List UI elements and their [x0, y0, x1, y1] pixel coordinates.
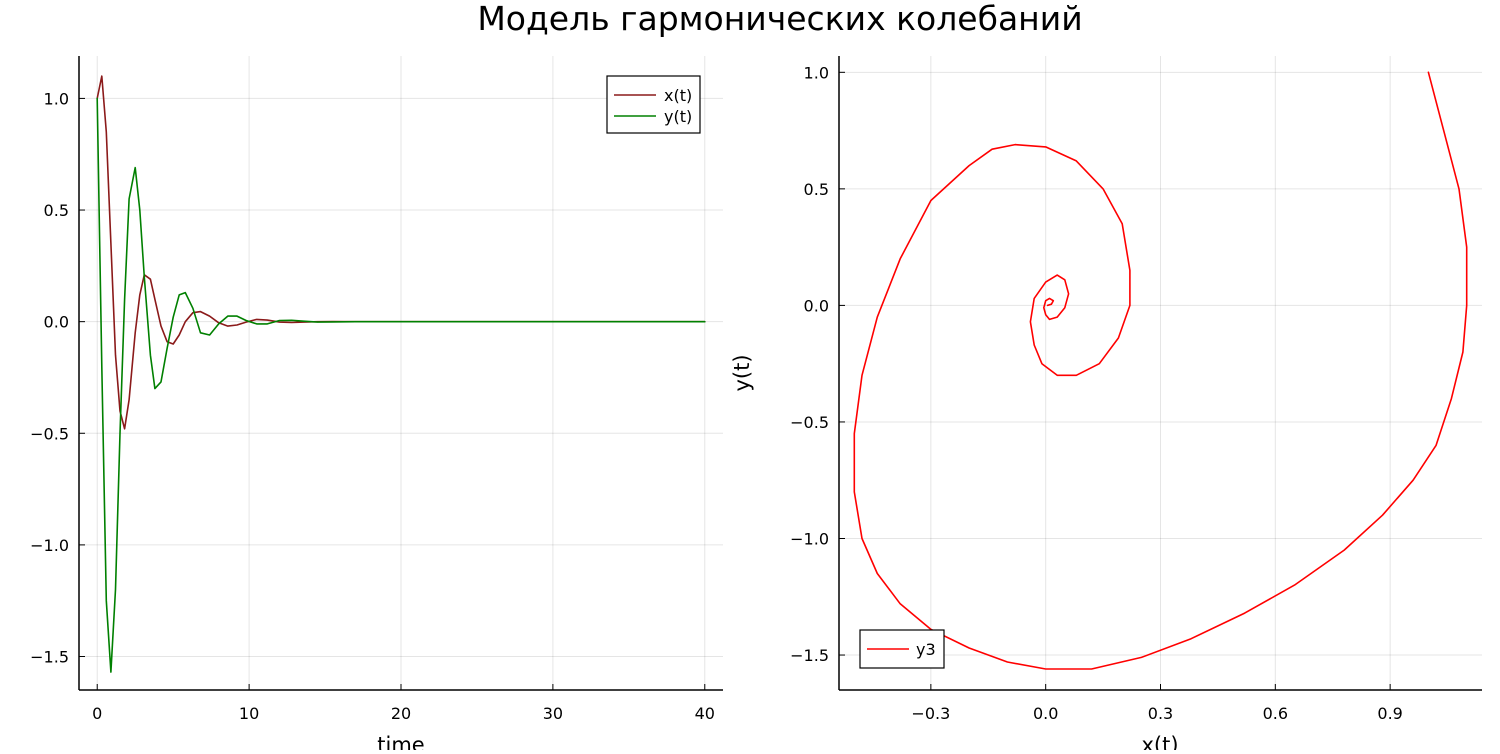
left-legend-box — [606, 75, 701, 134]
y-tick-label: −1.0 — [30, 536, 69, 555]
y-tick-label: 0.0 — [804, 296, 829, 315]
x-tick-label: 30 — [543, 704, 563, 723]
x-tick-label: 0 — [92, 704, 102, 723]
x-tick-label: 20 — [391, 704, 411, 723]
right-grid — [839, 56, 1482, 690]
figure-title: Модель гармонических колебаний — [477, 0, 1082, 38]
y-tick-label: −1.0 — [790, 529, 829, 548]
left-legend: x(t) y(t) — [606, 75, 701, 134]
left-series-group — [96, 75, 706, 673]
right-plot: −0.3 0.0 0.3 0.6 0.9 1.0 0.5 0.0 −0.5 −1.0 −1.5 x(… — [730, 56, 1482, 754]
right-ticks: −0.3 0.0 0.3 0.6 0.9 1.0 0.5 0.0 −0.5 −1.0 −1.5 — [790, 63, 1403, 723]
y-tick-label: −1.5 — [790, 646, 829, 665]
y-tick-label: −1.5 — [30, 648, 69, 667]
x-tick-label: 0.9 — [1377, 704, 1402, 723]
x-tick-label: 40 — [695, 704, 715, 723]
series-line-yt — [96, 97, 706, 673]
right-y-axis-label: y(t) — [730, 354, 754, 391]
right-legend: y3 — [859, 629, 945, 669]
left-grid — [79, 56, 723, 690]
y-tick-label: 0.5 — [804, 180, 829, 199]
y-tick-label: 1.0 — [44, 89, 69, 108]
x-tick-label: 10 — [239, 704, 259, 723]
legend-label-x: x(t) — [664, 86, 692, 105]
x-tick-label: 0.6 — [1263, 704, 1288, 723]
left-ticks: 0 10 20 30 40 1.0 0.5 0.0 −0.5 −1.0 −1.5 — [30, 89, 715, 723]
series-line-y3 — [853, 71, 1468, 670]
right-x-axis-label: x(t) — [1141, 733, 1178, 750]
y-tick-label: 0.5 — [44, 201, 69, 220]
right-series-group — [853, 71, 1468, 670]
x-tick-label: 0.3 — [1148, 704, 1173, 723]
left-x-axis-label: time — [377, 733, 424, 750]
legend-label-y: y(t) — [664, 107, 692, 126]
left-plot: 0 10 20 30 40 1.0 0.5 0.0 −0.5 −1.0 −1.5 time x(t)… — [30, 56, 723, 754]
y-tick-label: 1.0 — [804, 63, 829, 82]
x-tick-label: −0.3 — [911, 704, 950, 723]
x-tick-label: 0.0 — [1033, 704, 1058, 723]
y-tick-label: 0.0 — [44, 313, 69, 332]
y-tick-label: −0.5 — [790, 413, 829, 432]
legend-label-y3: y3 — [916, 640, 936, 659]
y-tick-label: −0.5 — [30, 424, 69, 443]
